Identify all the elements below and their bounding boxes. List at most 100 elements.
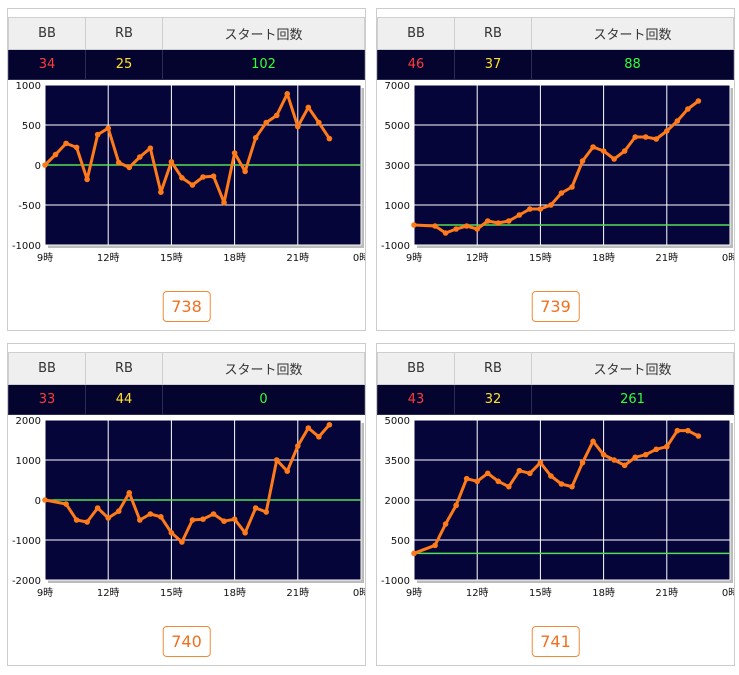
data-point [653, 446, 660, 453]
y-tick-label: -2000 [12, 576, 41, 587]
x-tick-label: 21時 [286, 252, 309, 264]
header-start-count: スタート回数 [162, 352, 365, 385]
data-point [516, 467, 523, 474]
x-tick-label: 9時 [37, 587, 53, 599]
data-point [632, 134, 638, 140]
x-tick-label: 21時 [655, 252, 678, 264]
x-tick-label: 9時 [37, 252, 53, 264]
start-count: 0 [162, 384, 365, 415]
machine-card-740: BB RB スタート回数 33 44 0 9時 12時 15時 18時 21時 0時 200… [7, 343, 366, 666]
data-point [231, 516, 238, 522]
stats-table: BB RB スタート回数 43 32 261 [377, 352, 734, 415]
data-point [242, 530, 248, 536]
machine-number-button[interactable]: 740 [162, 626, 211, 657]
data-point [453, 502, 459, 509]
data-point [73, 517, 80, 523]
data-point [168, 530, 175, 536]
data-point [579, 158, 586, 164]
data-point [305, 104, 312, 111]
data-point [105, 515, 111, 521]
data-point [411, 222, 417, 228]
data-point [548, 202, 554, 208]
y-tick-label: 2000 [385, 496, 410, 507]
slump-graph: 9時 12時 15時 18時 21時 0時 7000 5000 3000 1000 -1000 [381, 81, 734, 264]
x-tick-label: 15時 [160, 587, 183, 599]
y-tick-label: 1000 [16, 81, 41, 92]
data-point [305, 425, 312, 431]
x-tick-label: 18時 [592, 252, 615, 264]
data-point [210, 511, 217, 517]
data-point [453, 226, 459, 232]
data-point [621, 462, 628, 469]
y-tick-label: 500 [22, 121, 41, 132]
data-point [590, 438, 596, 445]
data-point [537, 459, 544, 466]
header-bb: BB [377, 17, 455, 50]
data-point [484, 470, 491, 477]
start-count: 261 [531, 384, 734, 415]
data-point [569, 184, 575, 190]
bb-count: 34 [8, 49, 86, 80]
x-tick-label: 21時 [655, 587, 678, 599]
header-rb: RB [85, 17, 163, 50]
slump-graph: 9時 12時 15時 18時 21時 0時 5000 3500 2000 500 -1000 [381, 416, 734, 599]
data-point [611, 156, 617, 162]
data-point [221, 518, 227, 524]
data-point [42, 497, 48, 503]
header-bb: BB [8, 352, 86, 385]
data-point [210, 173, 217, 179]
start-count: 102 [162, 49, 365, 80]
y-tick-label: -1000 [12, 536, 41, 547]
data-point [474, 478, 480, 485]
data-point [231, 150, 238, 156]
x-tick-label: 15時 [160, 252, 183, 264]
data-point [284, 91, 291, 97]
machine-card-738: BB RB スタート回数 34 25 102 9時 12時 15時 18時 21時 0時 1… [7, 8, 366, 331]
data-point [590, 144, 596, 150]
data-point [495, 220, 502, 226]
data-point [316, 119, 322, 126]
data-point [621, 148, 628, 154]
rb-count: 32 [454, 384, 532, 415]
data-point [632, 454, 638, 461]
data-point [252, 505, 259, 511]
data-point [579, 459, 586, 466]
data-point [527, 470, 533, 477]
machine-number-button[interactable]: 738 [162, 291, 211, 322]
data-point [695, 433, 702, 439]
x-tick-label: 12時 [466, 252, 489, 264]
data-point [600, 148, 607, 154]
data-point [94, 505, 101, 511]
data-point [442, 230, 449, 236]
data-point [42, 162, 48, 168]
data-point [189, 182, 196, 188]
x-tick-label: 18時 [592, 587, 615, 599]
data-point [506, 483, 512, 490]
data-point [474, 226, 480, 232]
data-point [158, 189, 164, 195]
rb-count: 25 [85, 49, 163, 80]
machine-number-button[interactable]: 739 [531, 291, 580, 322]
y-tick-label: 1000 [16, 456, 41, 467]
y-tick-label: -1000 [381, 576, 410, 587]
x-tick-label: 18時 [223, 252, 246, 264]
rb-count: 37 [454, 49, 532, 80]
data-point [442, 521, 449, 527]
data-point [326, 422, 333, 428]
data-point [273, 112, 280, 119]
data-point [664, 128, 670, 134]
header-start-count: スタート回数 [531, 17, 734, 50]
data-point [685, 427, 691, 434]
data-point [326, 135, 333, 142]
y-tick-label: -1000 [12, 241, 41, 252]
y-tick-label: 7000 [385, 81, 410, 92]
x-tick-label: 0時 [722, 587, 734, 599]
data-point [84, 176, 90, 183]
y-tick-label: 2000 [16, 416, 41, 427]
machine-number-button[interactable]: 741 [531, 626, 580, 657]
data-point [295, 123, 301, 130]
data-point [105, 125, 111, 131]
x-tick-label: 15時 [529, 252, 552, 264]
y-tick-label: 3000 [385, 161, 410, 172]
data-point [316, 434, 322, 440]
